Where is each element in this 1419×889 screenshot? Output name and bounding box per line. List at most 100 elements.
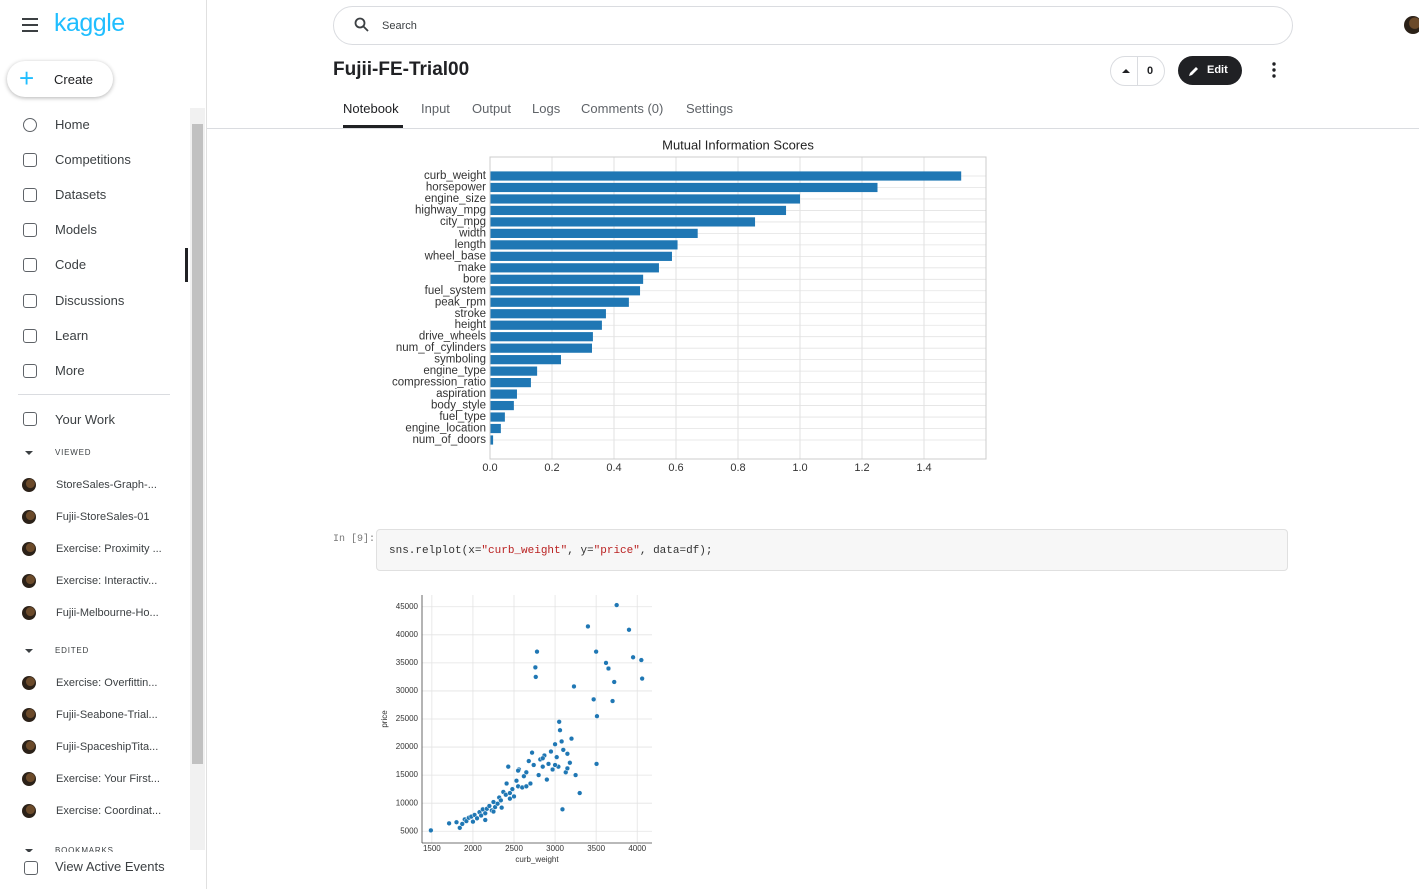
point xyxy=(526,758,532,764)
nav-item[interactable]: Models xyxy=(0,213,188,247)
nav-item[interactable]: Discussions xyxy=(0,284,188,318)
recent-item[interactable]: Fujii-StoreSales-01 xyxy=(56,511,150,523)
nav-item[interactable]: Learn xyxy=(0,319,188,353)
nav-item[interactable]: Datasets xyxy=(0,178,188,212)
point xyxy=(503,780,510,787)
point xyxy=(554,754,560,760)
nav-icon xyxy=(23,153,37,168)
y-tick-label: 10000 xyxy=(396,798,419,807)
item-avatar xyxy=(22,804,36,818)
point xyxy=(603,660,609,666)
y-tick-label: 5000 xyxy=(400,826,418,835)
y-tick-label: 15000 xyxy=(396,770,419,779)
code-token: "price" xyxy=(593,545,640,557)
recent-item[interactable]: Exercise: Overfittin... xyxy=(56,677,158,689)
point xyxy=(478,812,484,819)
x-tick-label: 3000 xyxy=(546,844,564,853)
scrollbar[interactable] xyxy=(190,108,205,850)
x-tick-label: 3500 xyxy=(587,844,605,853)
tab[interactable]: Input xyxy=(421,101,450,116)
point xyxy=(513,778,520,784)
point xyxy=(521,773,527,779)
bar xyxy=(490,228,698,238)
y-tick-label: num_of_doors xyxy=(412,434,486,446)
item-avatar xyxy=(22,772,36,786)
brand[interactable]: kaggle xyxy=(54,9,125,37)
y-tick-label: body_style xyxy=(431,400,486,412)
nav-icon xyxy=(23,412,37,426)
nav-item[interactable]: Competitions xyxy=(0,143,188,177)
point xyxy=(593,649,599,655)
search-placeholder: Search xyxy=(382,20,417,32)
point xyxy=(614,602,620,608)
vote-button[interactable]: 0 xyxy=(1110,56,1165,86)
tab[interactable]: Comments (0) xyxy=(581,101,664,116)
recent-item[interactable]: Exercise: Your First... xyxy=(56,773,160,785)
recent-item[interactable]: StoreSales-Graph-... xyxy=(56,479,157,491)
nav-icon xyxy=(23,363,37,378)
bar xyxy=(490,389,517,399)
create-button[interactable]: + Create xyxy=(7,61,113,97)
nav-label: Datasets xyxy=(55,187,107,203)
bar xyxy=(490,435,494,445)
bar xyxy=(490,423,501,434)
bar xyxy=(490,171,962,181)
y-tick-label: highway_mpg xyxy=(415,204,486,216)
axes-frame xyxy=(489,156,987,460)
y-tick-label: 35000 xyxy=(396,658,419,667)
bar xyxy=(490,309,606,319)
recent-item[interactable]: Fujii-Seabone-Trial... xyxy=(56,709,158,721)
point xyxy=(540,755,546,761)
code-cell[interactable]: sns.relplot(x="curb_weight", y="price", … xyxy=(376,529,1288,571)
recent-item[interactable]: Exercise: Coordinat... xyxy=(56,805,162,817)
nav-icon xyxy=(23,258,37,273)
footer-icon xyxy=(24,861,38,875)
point xyxy=(591,696,597,703)
more-menu[interactable] xyxy=(1270,62,1278,78)
recent-item[interactable]: Exercise: Proximity ... xyxy=(56,543,162,555)
point xyxy=(505,764,511,770)
point xyxy=(527,780,534,787)
bar xyxy=(490,332,593,342)
recent-item[interactable]: Exercise: Interactiv... xyxy=(56,575,158,587)
nav-item[interactable]: Home xyxy=(0,108,188,142)
recent-item[interactable]: Fujii-SpaceshipTita... xyxy=(56,741,159,753)
y-tick-label: peak_rpm xyxy=(435,296,486,308)
search-box[interactable]: Search xyxy=(333,6,1293,45)
edit-button[interactable]: Edit xyxy=(1178,56,1242,85)
point xyxy=(470,819,476,825)
x-tick-label: 1.0 xyxy=(792,462,807,474)
your-work[interactable]: Your Work xyxy=(55,412,115,427)
point xyxy=(498,797,504,804)
code-token: sns.relplot(x= xyxy=(389,545,482,557)
section-caret xyxy=(25,451,33,455)
recent-item[interactable]: Fujii-Melbourne-Ho... xyxy=(56,607,159,619)
x-tick-label: 2000 xyxy=(464,844,482,853)
vote-count: 0 xyxy=(1147,65,1154,77)
tab[interactable]: Notebook xyxy=(343,101,399,116)
item-avatar xyxy=(22,606,36,620)
y-tick-label: drive_wheels xyxy=(419,331,486,343)
nav-item[interactable]: Code xyxy=(0,248,188,283)
point xyxy=(568,735,575,742)
nav-item[interactable]: More xyxy=(0,354,188,388)
point xyxy=(577,790,583,796)
point xyxy=(639,675,645,682)
section-caret xyxy=(25,849,33,853)
tab[interactable]: Logs xyxy=(532,101,561,116)
user-avatar[interactable] xyxy=(1404,16,1419,34)
tab[interactable]: Settings xyxy=(686,101,733,116)
bar xyxy=(490,320,602,330)
menu-icon[interactable] xyxy=(22,18,38,32)
point xyxy=(482,817,488,823)
nav-icon xyxy=(23,223,37,238)
point xyxy=(486,803,493,809)
footer[interactable]: View Active Events xyxy=(0,852,206,889)
x-axis-label: curb_weight xyxy=(515,855,559,864)
edit-icon xyxy=(1189,67,1198,76)
point xyxy=(490,808,497,815)
tab[interactable]: Output xyxy=(472,101,512,116)
nav-icon xyxy=(23,188,37,203)
point xyxy=(459,821,465,827)
